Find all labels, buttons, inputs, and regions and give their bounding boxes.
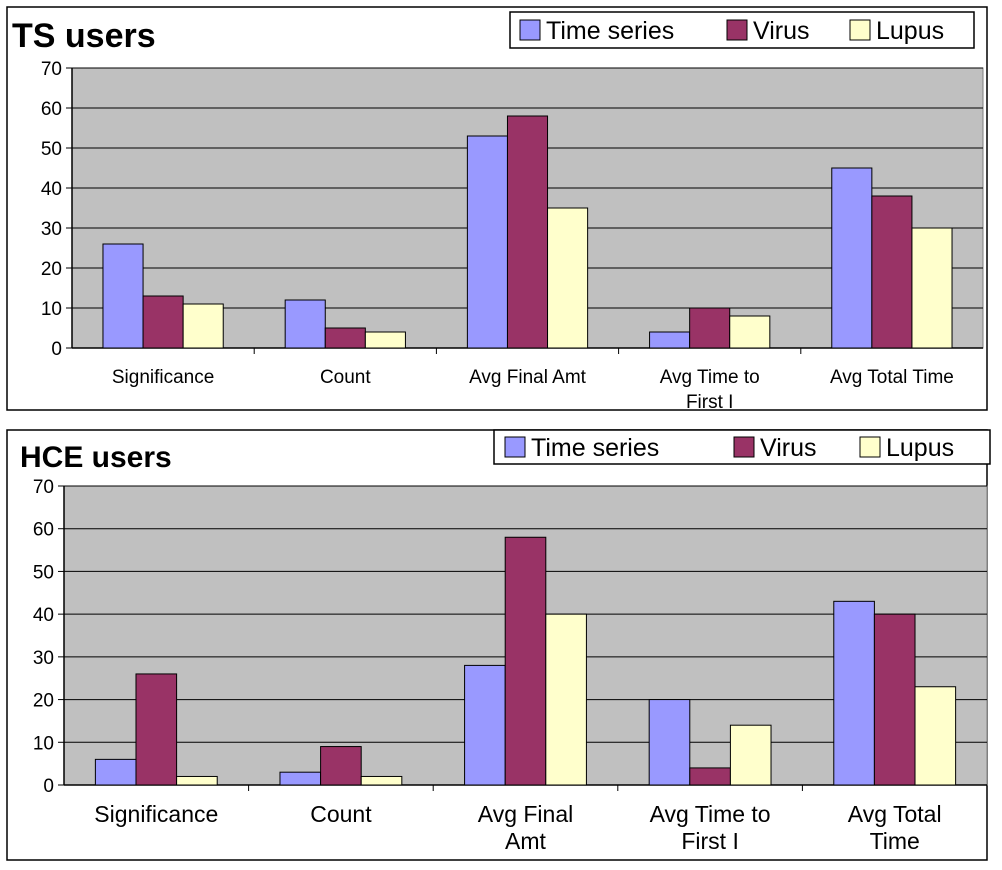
bar-virus (142, 295, 184, 349)
y-tick-label: 0 (43, 776, 54, 797)
bar-time-series (466, 135, 508, 349)
bar-virus (689, 767, 731, 786)
bar-time-series (284, 299, 326, 349)
legend-swatch (859, 436, 881, 458)
bar-lupus (364, 331, 406, 349)
bar-lupus (911, 227, 953, 349)
y-tick-label: 70 (41, 59, 62, 80)
bar-time-series (279, 771, 322, 786)
bar-lupus (182, 303, 224, 349)
bar-time-series (649, 331, 691, 349)
x-category-label: Avg Total (848, 801, 942, 827)
x-category-label: Count (310, 801, 372, 827)
legend-swatch (726, 19, 748, 41)
bar-time-series (648, 699, 691, 786)
x-category-label: Amt (505, 828, 547, 854)
x-category-label: Avg Time to (660, 367, 760, 388)
x-category-label: Significance (94, 801, 218, 827)
x-category-label: Avg Final (478, 801, 573, 827)
y-tick-label: 40 (33, 605, 54, 626)
bar-lupus (547, 207, 589, 349)
bar-virus (689, 307, 731, 349)
y-tick-label: 60 (33, 520, 54, 541)
bar-lupus (176, 775, 218, 786)
y-tick-label: 20 (41, 259, 62, 280)
bar-time-series (833, 600, 875, 786)
legend-label: Lupus (886, 434, 954, 462)
legend-swatch (733, 436, 755, 458)
bar-virus (320, 746, 362, 786)
legend-swatch (504, 436, 526, 458)
bar-lupus (360, 775, 403, 786)
legend-label: Time series (546, 17, 674, 45)
y-tick-label: 0 (51, 339, 62, 360)
bar-virus (504, 536, 547, 786)
legend-swatch (849, 19, 871, 41)
bar-lupus (729, 315, 771, 349)
x-category-label: Count (320, 367, 371, 388)
bar-lupus (914, 686, 957, 786)
legend: Time series Virus Lupus (493, 429, 991, 465)
bar-time-series (94, 758, 137, 786)
x-category-label: Avg Final Amt (469, 367, 587, 388)
y-tick-label: 50 (41, 139, 62, 160)
chart-title: TS users (12, 17, 156, 55)
legend-label: Lupus (876, 17, 944, 45)
bar-virus (506, 115, 549, 349)
y-tick-label: 50 (33, 562, 54, 583)
y-tick-label: 70 (33, 477, 54, 498)
legend-swatch (519, 19, 541, 41)
y-tick-label: 30 (33, 648, 54, 669)
x-category-label: Significance (112, 367, 214, 388)
chart-title: HCE users (20, 441, 172, 474)
y-tick-label: 10 (33, 733, 54, 754)
bar-lupus (545, 613, 587, 786)
bar-time-series (464, 664, 506, 786)
x-category-label: Avg Total Time (830, 367, 954, 388)
legend-label: Virus (753, 17, 810, 45)
legend-label: Virus (760, 434, 817, 462)
y-tick-label: 60 (41, 99, 62, 120)
legend-label: Time series (531, 434, 659, 462)
chart-2: HCE users 0 10 20 30 40 50 60 70 Significance Coun… (6, 429, 991, 861)
bar-virus (135, 673, 178, 786)
bar-virus (873, 613, 916, 786)
bar-lupus (729, 724, 772, 786)
y-tick-label: 10 (41, 299, 62, 320)
y-tick-label: 40 (41, 179, 62, 200)
bar-time-series (831, 167, 873, 349)
x-category-label: First I (681, 828, 739, 854)
y-tick-label: 30 (41, 219, 62, 240)
legend: Time series Virus Lupus (509, 11, 975, 49)
x-category-label: First I (686, 392, 734, 413)
bar-virus (871, 195, 913, 349)
bar-virus (324, 327, 366, 349)
chart-1: TS users 0 10 20 30 40 50 60 70 Significance Count… (6, 6, 988, 413)
x-category-label: Avg Time to (650, 801, 771, 827)
x-category-label: Time (870, 828, 920, 854)
bar-time-series (102, 243, 144, 349)
y-tick-label: 20 (33, 691, 54, 712)
